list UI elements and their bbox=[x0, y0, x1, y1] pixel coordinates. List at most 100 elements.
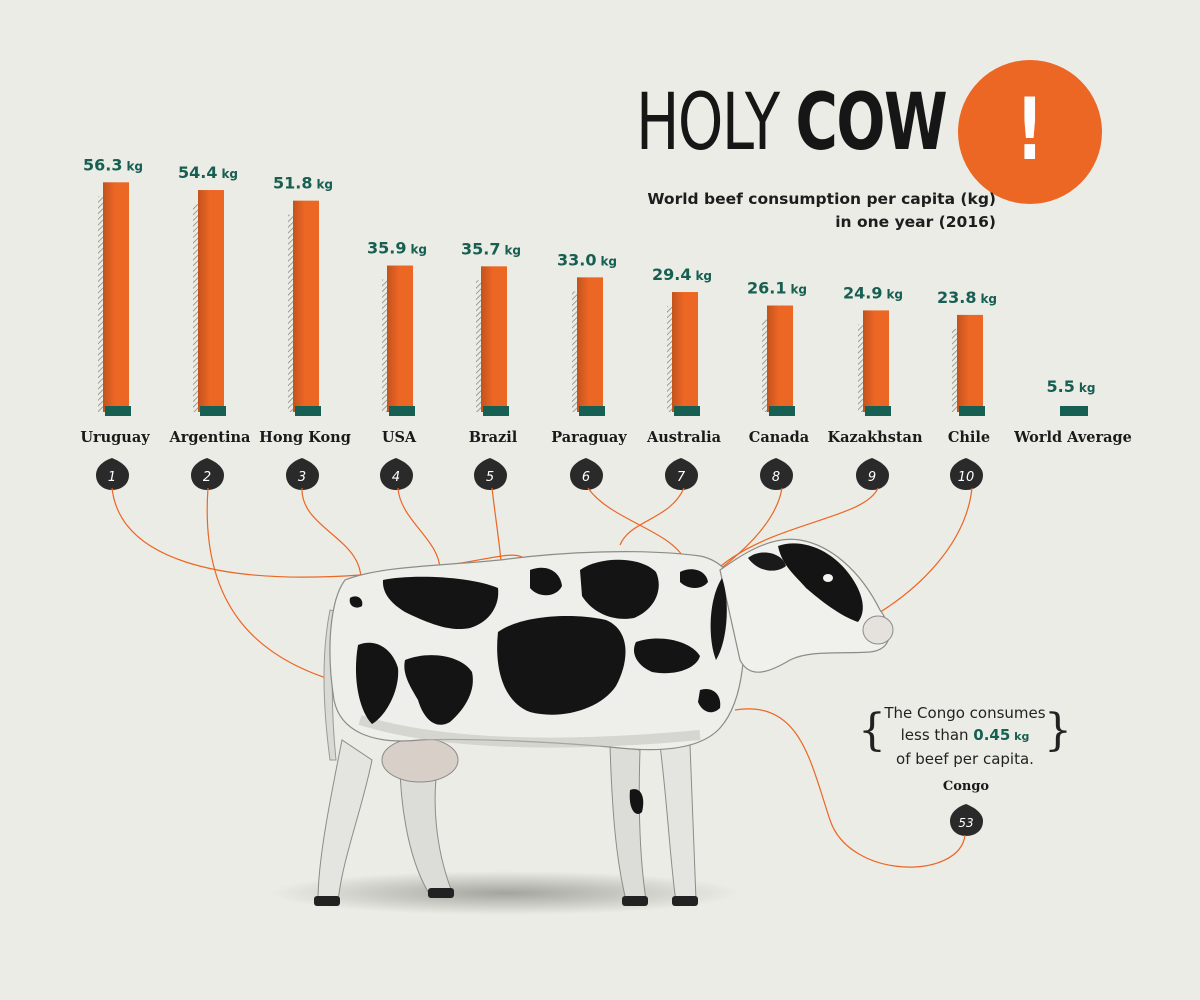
title-part2: COW bbox=[795, 78, 948, 168]
bar-world-average bbox=[1060, 406, 1088, 416]
bar-shade-australia bbox=[672, 292, 698, 412]
rank-number: 10 bbox=[958, 470, 975, 485]
bar-shadow-hong-kong bbox=[288, 214, 294, 412]
left-brace-icon: { bbox=[858, 705, 886, 756]
bar-shade-usa bbox=[387, 265, 413, 412]
connector-paraguay bbox=[587, 487, 686, 561]
bar-shadow-uruguay bbox=[98, 196, 104, 412]
bar-base-australia bbox=[674, 406, 700, 416]
title-part1: HOLY bbox=[636, 78, 796, 168]
subtitle: World beef consumption per capita (kg) i… bbox=[647, 188, 996, 234]
rank-number: 8 bbox=[772, 470, 780, 485]
note-less-than: less than bbox=[900, 726, 974, 744]
congo-rank-number: 53 bbox=[958, 816, 973, 830]
category-label-uruguay: Uruguay bbox=[80, 429, 150, 446]
subtitle-line1: World beef consumption per capita (kg) bbox=[647, 190, 996, 208]
rank-badge-shape bbox=[856, 458, 889, 490]
value-label-australia: 29.4 kg bbox=[652, 265, 712, 284]
connector-hong-kong bbox=[301, 487, 362, 589]
connector-australia bbox=[619, 487, 685, 546]
value-label-paraguay: 33.0 kg bbox=[557, 250, 617, 269]
category-label-argentina: Argentina bbox=[169, 429, 252, 446]
right-brace-icon: } bbox=[1044, 705, 1072, 756]
accent-circle bbox=[958, 60, 1102, 204]
bar-base-hong-kong bbox=[295, 406, 321, 416]
bar-shade-canada bbox=[767, 305, 793, 412]
bar-chart: 56.3 kg Uruguay 1 54.4 kg Argentina 2 51.8 kg Hong… bbox=[80, 155, 1132, 836]
category-label-world-average: World Average bbox=[1013, 429, 1132, 446]
spot-uruguay bbox=[530, 567, 562, 596]
rank-badge-kazakhstan: 9 bbox=[856, 458, 889, 490]
connector-uruguay bbox=[111, 487, 531, 578]
congo-note: { } The Congo consumes less than 0.45 kg… bbox=[858, 702, 1072, 768]
spot-canada bbox=[497, 616, 626, 715]
spot-paraguay bbox=[680, 569, 708, 588]
spot-australia bbox=[580, 559, 659, 619]
value-label-argentina: 54.4 kg bbox=[178, 163, 238, 182]
rank-number: 6 bbox=[582, 470, 590, 485]
spot-congo bbox=[698, 688, 721, 713]
rank-badge-congo: Congo 53 bbox=[943, 779, 990, 836]
note-line2: less than 0.45 kg bbox=[874, 724, 1056, 748]
category-label-brazil: Brazil bbox=[469, 429, 518, 446]
connector-usa bbox=[397, 487, 441, 571]
spot-hong-kong bbox=[349, 596, 363, 608]
rank-badge-shape bbox=[96, 458, 129, 490]
category-label-chile: Chile bbox=[948, 429, 990, 446]
title-exclaim: ! bbox=[1016, 80, 1044, 180]
note-line1: The Congo consumes bbox=[884, 704, 1046, 722]
bar-shade-paraguay bbox=[577, 277, 603, 412]
rank-badge-shape bbox=[474, 458, 507, 490]
bar-shadow-canada bbox=[762, 319, 768, 412]
spot-argentina bbox=[355, 642, 399, 724]
bar-shadow-usa bbox=[382, 279, 388, 412]
bar-base-kazakhstan bbox=[865, 406, 891, 416]
bar-shadow-brazil bbox=[476, 280, 482, 412]
rank-badge-shape bbox=[950, 458, 983, 490]
spot-brazil bbox=[404, 655, 473, 725]
bar-shadow-argentina bbox=[193, 204, 199, 412]
rank-badge-australia: 7 bbox=[665, 458, 698, 490]
rank-badge-paraguay: 6 bbox=[570, 458, 603, 490]
bar-base-canada bbox=[769, 406, 795, 416]
category-label-usa: USA bbox=[382, 429, 417, 446]
category-label-australia: Australia bbox=[646, 429, 722, 446]
connector-congo bbox=[734, 708, 966, 868]
value-label-hong-kong: 51.8 kg bbox=[273, 174, 333, 193]
value-label-usa: 35.9 kg bbox=[367, 239, 427, 258]
bar-base-brazil bbox=[483, 406, 509, 416]
bar-shade-hong-kong bbox=[293, 200, 319, 412]
rank-badge-brazil: 5 bbox=[474, 458, 507, 490]
note-unit: kg bbox=[1010, 730, 1030, 743]
rank-badge-shape bbox=[760, 458, 793, 490]
subtitle-line2: in one year (2016) bbox=[835, 213, 996, 231]
spot-kazakhstan bbox=[633, 638, 700, 674]
value-label-chile: 23.8 kg bbox=[937, 288, 997, 307]
category-label-hong-kong: Hong Kong bbox=[259, 429, 351, 446]
value-label-kazakhstan: 24.9 kg bbox=[843, 283, 903, 302]
rank-number: 2 bbox=[203, 470, 211, 485]
congo-label: Congo bbox=[943, 779, 990, 794]
congo-note-text: The Congo consumes less than 0.45 kg of … bbox=[874, 702, 1056, 770]
rank-number: 9 bbox=[868, 470, 876, 485]
rank-number: 7 bbox=[677, 470, 686, 485]
bar-shade-kazakhstan bbox=[863, 310, 889, 412]
rank-badge-shape bbox=[286, 458, 319, 490]
spot-usa bbox=[382, 576, 499, 630]
rank-badge-usa: 4 bbox=[380, 458, 413, 490]
bar-shadow-australia bbox=[667, 306, 673, 412]
rank-badge-shape bbox=[950, 804, 983, 836]
bar-shadow-kazakhstan bbox=[858, 324, 864, 412]
rank-badge-canada: 8 bbox=[760, 458, 793, 490]
rank-badge-chile: 10 bbox=[950, 458, 983, 490]
value-label-world-average: 5.5 kg bbox=[1047, 377, 1096, 396]
rank-badge-shape bbox=[191, 458, 224, 490]
connector-argentina bbox=[206, 487, 351, 686]
rank-number: 1 bbox=[108, 470, 116, 485]
rank-badge-shape bbox=[380, 458, 413, 490]
rank-number: 4 bbox=[392, 470, 400, 485]
title-block: HOLY COW ! bbox=[636, 70, 1116, 240]
value-label-brazil: 35.7 kg bbox=[461, 239, 521, 258]
bar-base-chile bbox=[959, 406, 985, 416]
